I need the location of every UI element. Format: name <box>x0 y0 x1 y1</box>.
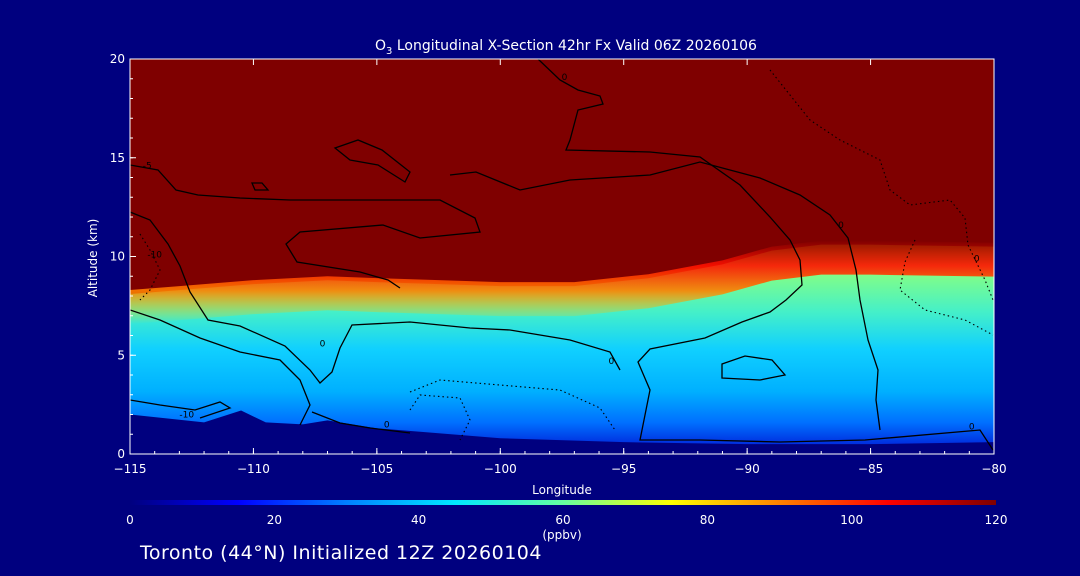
contour-label: 0 <box>974 254 980 264</box>
contour-label: 0 <box>838 221 844 231</box>
colorbar-ticks: 0 20 40 60 80 100 120 <box>126 513 1007 527</box>
contour-line <box>721 355 787 381</box>
colorbar-tick-label: 40 <box>411 513 426 527</box>
contour-line <box>899 239 994 336</box>
x-axis-label: Longitude <box>532 483 592 497</box>
contour-label: 0 <box>969 422 975 432</box>
contour-lines <box>130 59 994 451</box>
title-subscript: 3 <box>386 46 392 57</box>
y-axis: 0 5 10 15 20 <box>110 52 136 461</box>
colorbar-tick-label: 80 <box>700 513 715 527</box>
colorbar-tick-label: 120 <box>985 513 1008 527</box>
y-tick-label: 15 <box>110 151 125 165</box>
colorbar-units: (ppbv) <box>542 528 581 542</box>
x-tick-label: −95 <box>611 462 636 476</box>
contour-label: 0 <box>320 339 326 349</box>
y-axis-label: Altitude (km) <box>86 219 100 298</box>
contour-line <box>130 164 481 289</box>
contour-labels: 0 -5 0 0 -10 0 0 -10 0 0 <box>143 73 980 433</box>
contour-line <box>333 139 411 183</box>
contour-line <box>130 399 232 419</box>
x-tick-label: −105 <box>360 462 393 476</box>
title-rest: Longitudinal X-Section 42hr Fx Valid 06Z… <box>392 38 757 54</box>
x-tick-label: −100 <box>484 462 517 476</box>
y-tick-label: 5 <box>117 348 125 362</box>
x-tick-label: −115 <box>114 462 147 476</box>
contour-line <box>251 182 270 191</box>
contour-line <box>139 233 161 301</box>
x-tick-label: −85 <box>858 462 883 476</box>
x-tick-label: −90 <box>734 462 759 476</box>
contour-line <box>130 309 311 426</box>
tropopause-transition-band <box>130 240 994 325</box>
x-tick-label: −80 <box>981 462 1006 476</box>
contour-line <box>769 69 994 301</box>
contour-label: -5 <box>143 162 152 172</box>
contour-label: -10 <box>179 411 194 421</box>
plot-area: 0 -5 0 0 -10 0 0 -10 0 0 <box>130 59 994 454</box>
contour-label: 0 <box>384 420 390 430</box>
initialized-label: Toronto (44°N) Initialized 12Z 20260104 <box>140 542 542 564</box>
y-tick-label: 0 <box>117 447 125 461</box>
y-tick-label: 10 <box>110 250 125 264</box>
dotted-contour-lines <box>139 69 994 441</box>
colorbar-tick-label: 60 <box>555 513 570 527</box>
contour-label: -10 <box>147 251 162 261</box>
contour-label: 0 <box>562 73 568 83</box>
terrain-region <box>130 410 994 454</box>
contour-line <box>537 59 994 451</box>
colorbar <box>130 500 996 505</box>
x-tick-label: −110 <box>237 462 270 476</box>
contour-line <box>409 379 616 431</box>
contour-label: 0 <box>609 357 615 367</box>
x-axis: −115 −110 −105 −100 −95 −90 −85 −80 <box>114 59 1007 476</box>
colorbar-tick-label: 100 <box>840 513 863 527</box>
colorbar-tick-label: 0 <box>126 513 134 527</box>
title-o: O <box>375 38 386 54</box>
chart-title: O3 Longitudinal X-Section 42hr Fx Valid … <box>375 38 757 57</box>
contour-line <box>311 411 411 434</box>
colorbar-tick-label: 20 <box>267 513 282 527</box>
y-tick-label: 20 <box>110 52 125 66</box>
contour-line <box>130 211 621 384</box>
contour-line <box>449 161 881 431</box>
